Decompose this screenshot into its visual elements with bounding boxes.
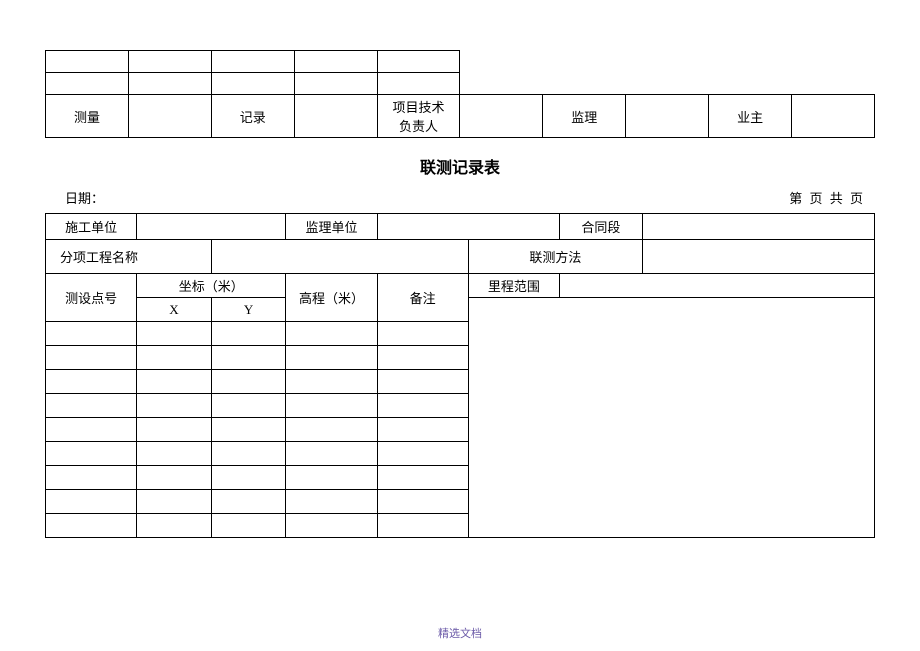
subproject-label: 分项工程名称: [46, 240, 212, 274]
owner-value[interactable]: [792, 95, 875, 138]
footer-text: 精选文档: [0, 625, 920, 641]
cell-x[interactable]: [137, 394, 212, 418]
cell-elev[interactable]: [286, 322, 377, 346]
cell-y[interactable]: [211, 466, 286, 490]
construction-unit-value[interactable]: [137, 214, 286, 240]
cell-elev[interactable]: [286, 394, 377, 418]
cell-y[interactable]: [211, 394, 286, 418]
col-header-1: 测设点号 坐标（米） 高程（米） 备注 里程范围: [46, 274, 875, 298]
coordinate-label: 坐标（米）: [137, 274, 286, 298]
cell-remark[interactable]: [377, 490, 468, 514]
page-indicator: 第 页 共 页: [789, 188, 873, 207]
y-label: Y: [211, 298, 286, 322]
cell-remark[interactable]: [377, 442, 468, 466]
cell-x[interactable]: [137, 322, 212, 346]
cell-remark[interactable]: [377, 394, 468, 418]
elevation-label: 高程（米）: [286, 274, 377, 322]
x-label: X: [137, 298, 212, 322]
mileage-label: 里程范围: [468, 274, 559, 298]
cell-remark[interactable]: [377, 418, 468, 442]
survey-method-value[interactable]: [642, 240, 874, 274]
owner-label: 业主: [709, 95, 792, 138]
page-title: 联测记录表: [45, 154, 875, 178]
cell-x[interactable]: [137, 418, 212, 442]
signature-table: 测量 记录 项目技术 负责人 监理 业主: [45, 50, 875, 138]
cell-pointno[interactable]: [46, 418, 137, 442]
cell-pointno[interactable]: [46, 442, 137, 466]
cell-x[interactable]: [137, 442, 212, 466]
remark-label: 备注: [377, 274, 468, 322]
cell-x[interactable]: [137, 514, 212, 538]
cell-y[interactable]: [211, 490, 286, 514]
techlead-label: 项目技术 负责人: [377, 95, 460, 138]
contract-section-label: 合同段: [559, 214, 642, 240]
cell-y[interactable]: [211, 322, 286, 346]
cell-y[interactable]: [211, 514, 286, 538]
cell-elev[interactable]: [286, 370, 377, 394]
cell-y[interactable]: [211, 370, 286, 394]
cell-pointno[interactable]: [46, 322, 137, 346]
cell-x[interactable]: [137, 346, 212, 370]
cell-x[interactable]: [137, 466, 212, 490]
cell-elev[interactable]: [286, 346, 377, 370]
cell-remark[interactable]: [377, 346, 468, 370]
cell-pointno[interactable]: [46, 466, 137, 490]
cell-y[interactable]: [211, 418, 286, 442]
cell-x[interactable]: [137, 490, 212, 514]
record-value[interactable]: [294, 95, 377, 138]
cell-remark[interactable]: [377, 466, 468, 490]
supervisor-label: 监理: [543, 95, 626, 138]
cell-x[interactable]: [137, 370, 212, 394]
main-record-table: 施工单位 监理单位 合同段 分项工程名称 联测方法 测设点号 坐标（米） 高程（…: [45, 213, 875, 538]
cell-elev[interactable]: [286, 418, 377, 442]
cell-elev[interactable]: [286, 466, 377, 490]
notes-area[interactable]: [468, 298, 874, 538]
subproject-row: 分项工程名称 联测方法: [46, 240, 875, 274]
supervision-unit-value[interactable]: [377, 214, 559, 240]
contract-section-value[interactable]: [642, 214, 874, 240]
mileage-value[interactable]: [559, 274, 874, 298]
cell-pointno[interactable]: [46, 394, 137, 418]
sig-row-1: [46, 51, 875, 73]
cell-pointno[interactable]: [46, 370, 137, 394]
measurement-value[interactable]: [128, 95, 211, 138]
subproject-value[interactable]: [211, 240, 468, 274]
construction-unit-label: 施工单位: [46, 214, 137, 240]
date-page-row: 日期： 第 页 共 页: [45, 188, 875, 213]
sig-row-3: 测量 记录 项目技术 负责人 监理 业主: [46, 95, 875, 138]
units-row: 施工单位 监理单位 合同段: [46, 214, 875, 240]
techlead-value[interactable]: [460, 95, 543, 138]
cell-remark[interactable]: [377, 322, 468, 346]
supervisor-value[interactable]: [626, 95, 709, 138]
pointno-label: 测设点号: [46, 274, 137, 322]
cell-y[interactable]: [211, 442, 286, 466]
cell-pointno[interactable]: [46, 346, 137, 370]
measurement-label: 测量: [46, 95, 129, 138]
date-label: 日期：: [55, 188, 104, 207]
cell-remark[interactable]: [377, 514, 468, 538]
cell-elev[interactable]: [286, 490, 377, 514]
cell-remark[interactable]: [377, 370, 468, 394]
cell-elev[interactable]: [286, 442, 377, 466]
cell-elev[interactable]: [286, 514, 377, 538]
survey-method-label: 联测方法: [468, 240, 642, 274]
record-label: 记录: [211, 95, 294, 138]
supervision-unit-label: 监理单位: [286, 214, 377, 240]
cell-pointno[interactable]: [46, 514, 137, 538]
cell-y[interactable]: [211, 346, 286, 370]
cell-pointno[interactable]: [46, 490, 137, 514]
